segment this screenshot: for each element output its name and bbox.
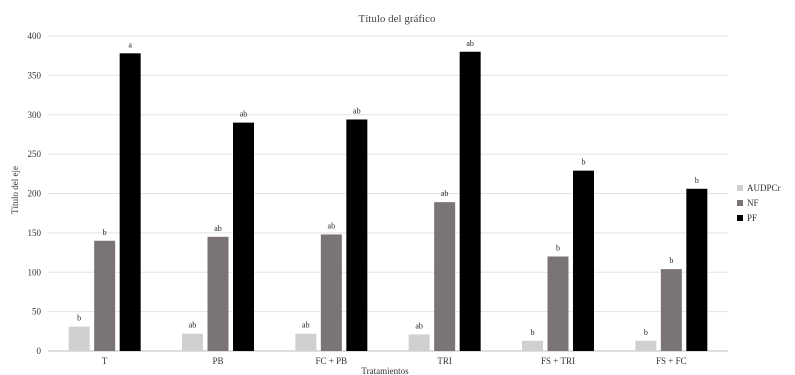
legend-label: AUDPCr xyxy=(747,183,781,193)
y-tick-label: 200 xyxy=(28,189,42,199)
bar-audpcr xyxy=(408,334,430,351)
significance-label: a xyxy=(128,40,132,49)
x-tick-label: TRI xyxy=(437,356,452,366)
significance-label: ab xyxy=(466,39,474,48)
y-tick-label: 250 xyxy=(28,149,42,159)
x-axis-title: Tratamientos xyxy=(361,366,409,375)
chart-title: Título del gráfico xyxy=(359,13,436,25)
significance-label: ab xyxy=(415,321,423,330)
bar-nf xyxy=(660,269,682,351)
legend: AUDPCr NF PF xyxy=(737,183,781,223)
gridlines xyxy=(48,35,728,352)
significance-label: ab xyxy=(302,321,310,330)
significance-label: ab xyxy=(328,221,336,230)
x-tick-label: FC + PB xyxy=(316,356,348,366)
y-axis-title: Título del eje xyxy=(10,166,20,214)
significance-label: b xyxy=(77,314,81,323)
bar-pf xyxy=(119,53,141,351)
y-tick-label: 50 xyxy=(32,307,42,317)
legend-label: NF xyxy=(747,198,759,208)
bar-audpcr xyxy=(522,340,543,351)
bar-pf xyxy=(573,170,594,351)
significance-label: ab xyxy=(441,189,449,198)
y-tick-label: 150 xyxy=(28,228,42,238)
bar-nf xyxy=(94,240,116,351)
y-tick-label: 400 xyxy=(28,31,42,41)
significance-label: ab xyxy=(189,321,197,330)
y-tick-label: 300 xyxy=(28,110,42,120)
significance-label: ab xyxy=(240,110,248,119)
x-tick-label: FS + TRI xyxy=(541,356,575,366)
significance-label: b xyxy=(644,328,648,337)
bar-audpcr xyxy=(635,340,657,351)
y-tick-label: 0 xyxy=(37,346,42,356)
significance-label: ab xyxy=(353,106,361,115)
bar-nf xyxy=(320,234,342,351)
bar-nf xyxy=(207,236,229,351)
significance-labels: b b a ab ab ab ab ab ab ab ab ab b b b b b b xyxy=(77,39,699,337)
bar-pf xyxy=(233,122,254,351)
significance-label: b xyxy=(103,228,107,237)
bars xyxy=(68,51,708,351)
legend-swatch-audpcr xyxy=(737,185,743,191)
bar-nf xyxy=(434,202,456,351)
significance-label: b xyxy=(582,158,586,167)
y-axis-ticks: 0 50 100 150 200 250 300 350 400 xyxy=(28,31,42,356)
bar-pf xyxy=(459,51,481,351)
legend-swatch-pf xyxy=(737,215,743,221)
bar-audpcr xyxy=(295,333,317,351)
bar-pf xyxy=(686,188,708,351)
bar-nf xyxy=(547,256,569,351)
x-tick-label: T xyxy=(102,356,108,366)
bar-audpcr xyxy=(182,333,203,351)
y-tick-label: 350 xyxy=(28,70,42,80)
significance-label: ab xyxy=(214,224,222,233)
legend-swatch-nf xyxy=(737,200,743,206)
significance-label: b xyxy=(695,176,699,185)
y-tick-label: 100 xyxy=(28,267,42,277)
legend-label: PF xyxy=(747,213,757,223)
significance-label: b xyxy=(556,244,560,253)
x-axis-ticks: T PB FC + PB TRI FS + TRI FS + FC xyxy=(102,356,687,366)
significance-label: b xyxy=(531,328,535,337)
bar-pf xyxy=(346,119,368,351)
significance-label: b xyxy=(669,256,673,265)
bar-audpcr xyxy=(68,326,90,351)
x-tick-label: PB xyxy=(212,356,223,366)
x-tick-label: FS + FC xyxy=(656,356,687,366)
